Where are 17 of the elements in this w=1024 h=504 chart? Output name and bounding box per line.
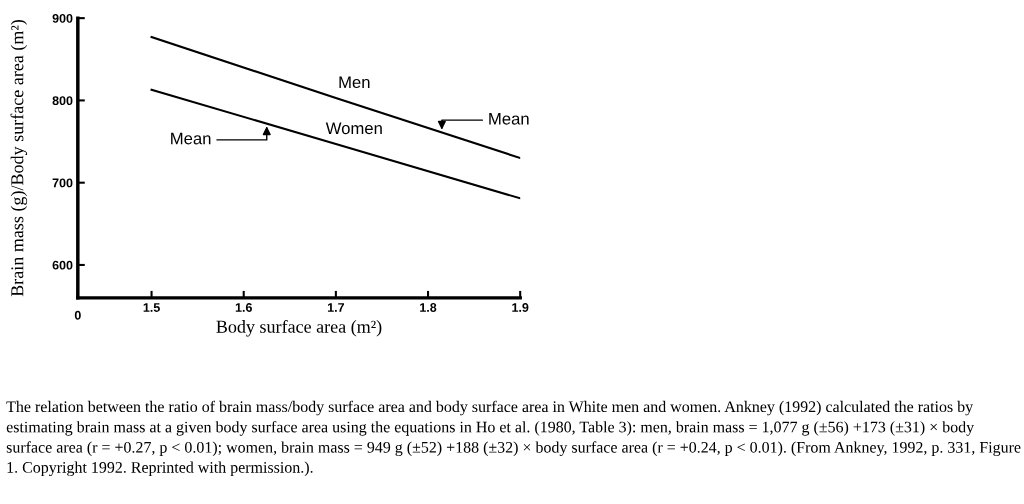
x-tick-label: 1.6: [235, 303, 252, 312]
y-axis-title: Brain mass (g)/Body surface area (m²): [10, 19, 28, 297]
y-tick-label: 800: [52, 96, 73, 106]
series-label: Women: [325, 122, 382, 135]
x-tick-label: 1.5: [143, 303, 160, 312]
annotation: Mean: [489, 113, 529, 125]
x-tick-label: 1.8: [420, 303, 437, 312]
series-label: Men: [339, 76, 370, 89]
x-axis-title: Body surface area (m²): [216, 319, 382, 337]
text: The relation between the ratio of brain mass/body surface area and body surface area in White men and women. Ankney (1992) calculated the ratios by estimating brain mass at a given body surface area using the equations in Ho et al. (1980, Table 3): men, brain mass = 1,077 g (±56) +173 (±31) × body surface area (r = +0.27, p < 0.01); women, brain mass = 949 g (±52) +188 (±32) × body surface area (r = +0.24, p < 0.01). (From Ankney, 1992, p. 331, Figure 1. Copyright 1992. Reprinted with permission.).: [6, 400, 1021, 477]
text: 0: [74, 310, 81, 320]
y-tick-label: 900: [52, 13, 73, 23]
x-tick-label: 1.9: [512, 303, 529, 312]
y-tick-label: 700: [52, 178, 73, 188]
x-tick-label: 1.7: [327, 303, 345, 312]
annotation: Mean: [171, 132, 211, 145]
y-tick-label: 600: [52, 260, 73, 270]
